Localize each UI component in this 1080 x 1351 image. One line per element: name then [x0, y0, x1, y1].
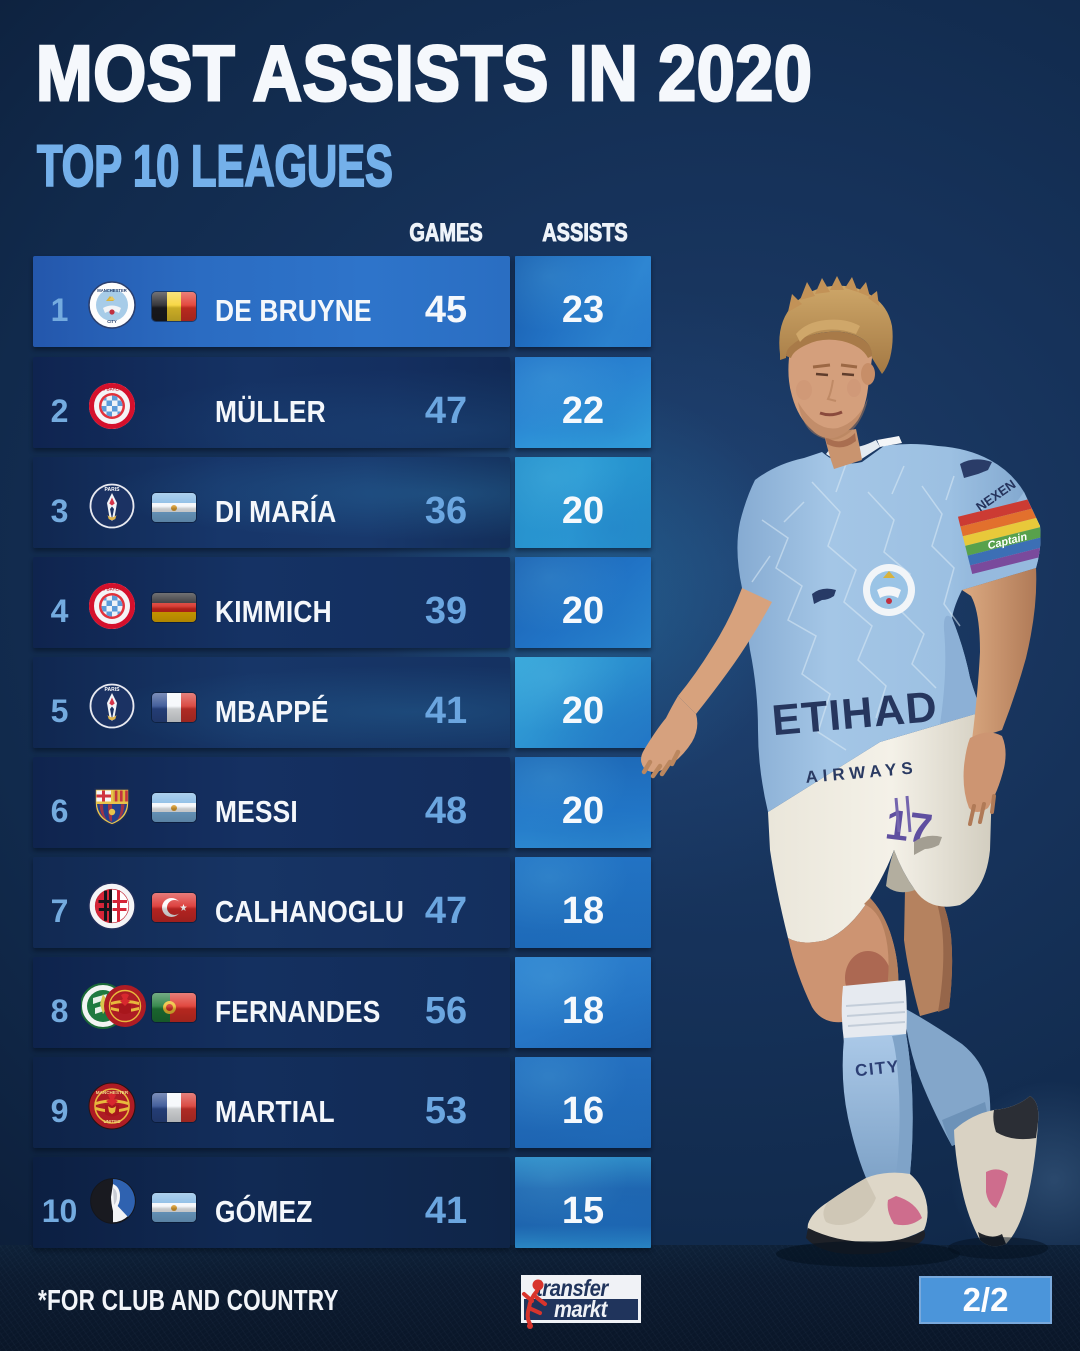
svg-text:CITY: CITY — [107, 319, 117, 324]
svg-text:CITY: CITY — [854, 1057, 900, 1081]
svg-text:MANCHESTER: MANCHESTER — [96, 1090, 129, 1095]
svg-text:PARIS: PARIS — [105, 687, 121, 693]
svg-text:FC BAYERN: FC BAYERN — [99, 387, 124, 392]
svg-text:UNITED: UNITED — [103, 1119, 121, 1124]
svg-text:MANCHESTER: MANCHESTER — [97, 288, 127, 293]
svg-text:FC BAYERN: FC BAYERN — [99, 587, 124, 592]
svg-text:PARIS: PARIS — [105, 487, 121, 493]
